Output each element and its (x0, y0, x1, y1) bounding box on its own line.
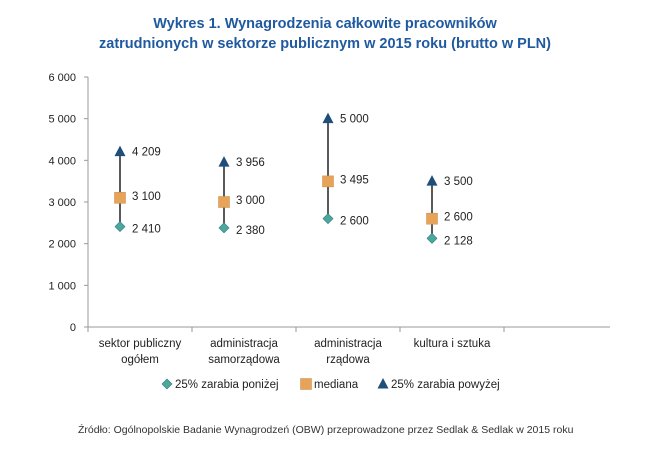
data-label-median: 3 495 (340, 174, 369, 186)
x-tick-label: ogółem (121, 354, 159, 366)
point-low (322, 213, 334, 225)
data-label-high: 3 500 (444, 176, 473, 188)
x-tick-label: administracja (314, 338, 382, 350)
y-tick-label: 1 000 (48, 280, 76, 292)
source-note: Źródło: Ogólnopolskie Badanie Wynagrodze… (78, 424, 574, 436)
x-tick-label: sektor publiczny (99, 338, 182, 350)
point-high (114, 145, 126, 157)
data-label-low: 2 128 (444, 235, 473, 247)
legend-marker-low (161, 378, 173, 390)
y-tick-label: 2 000 (48, 239, 76, 251)
y-tick-label: 6 000 (48, 72, 76, 84)
data-label-high: 4 209 (132, 147, 161, 159)
x-tick-label: samorządowa (208, 354, 280, 366)
point-median (322, 175, 334, 188)
point-low (218, 222, 230, 234)
x-tick-label: kultura i sztuka (414, 338, 491, 350)
x-tick-label: administracja (210, 338, 278, 350)
point-median (218, 196, 230, 208)
point-high (322, 112, 334, 124)
data-label-low: 2 380 (236, 225, 265, 237)
data-label-low: 2 600 (340, 216, 369, 228)
data-label-low: 2 410 (132, 224, 161, 236)
chart-marks: 2 410 2 380 2 600 2 128 3 100 3 000 3 495 2 600… (114, 112, 473, 247)
chart-axes: 0 1 000 2 000 3 000 4 000 5 000 6 000 sektor pu… (48, 72, 610, 366)
data-label-high: 3 956 (236, 157, 265, 169)
chart-title-line1: Wykres 1. Wynagrodzenia całkowite pracow… (153, 16, 497, 32)
legend-marker-median (300, 378, 312, 390)
chart-legend: 25% zarabia poniżej mediana 25% zarabia po… (161, 378, 500, 391)
data-label-median: 2 600 (444, 212, 473, 224)
legend-label-median: mediana (314, 379, 359, 391)
y-tick-label: 3 000 (48, 197, 76, 209)
point-median (114, 192, 126, 204)
x-tick-label: rządowa (326, 354, 370, 366)
data-label-median: 3 000 (236, 195, 265, 207)
data-label-high: 5 000 (340, 114, 369, 126)
legend-marker-high (377, 378, 389, 389)
point-median (426, 212, 438, 225)
legend-label-high: 25% zarabia powyżej (391, 379, 500, 391)
point-high (426, 175, 438, 186)
legend-label-low: 25% zarabia poniżej (175, 379, 279, 391)
y-tick-label: 5 000 (48, 114, 76, 126)
chart-title-line2: zatrudnionych w sektorze publicznym w 20… (99, 36, 551, 52)
point-low (426, 232, 438, 244)
data-label-median: 3 100 (132, 191, 161, 203)
point-high (218, 156, 230, 167)
y-tick-label: 0 (70, 322, 76, 334)
point-low (114, 221, 126, 233)
chart-title: Wykres 1. Wynagrodzenia całkowite pracow… (0, 14, 650, 54)
y-tick-label: 4 000 (48, 155, 76, 167)
